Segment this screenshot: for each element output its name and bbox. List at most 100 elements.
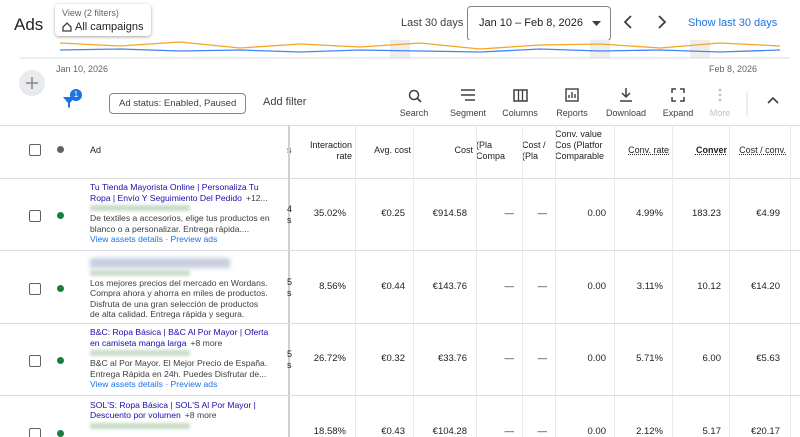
ad-description: De textiles a accesorios, elige tus prod…	[90, 213, 270, 234]
column-header[interactable]: Conv. value Cos (Platfor Comparable	[555, 129, 605, 161]
metric-value: €4.99	[756, 208, 780, 219]
cut-value: 5	[287, 349, 293, 359]
view-label: View (2 filters)	[62, 8, 119, 18]
column-header[interactable]: Cost / (Pla	[522, 140, 546, 161]
ad-links[interactable]: View assets details · Preview ads	[90, 234, 218, 244]
headline-text[interactable]: Tu Tienda Mayorista Online | Personaliza…	[90, 182, 259, 203]
cut-value: s	[287, 287, 292, 298]
metric-value: —	[537, 353, 548, 364]
column-divider	[555, 125, 556, 437]
metric-value: 6.00	[702, 353, 722, 364]
toolbar-label: More	[709, 108, 731, 118]
blurred-url	[90, 350, 190, 356]
view-value: All campaigns	[75, 21, 144, 33]
column-header[interactable]: Cost	[454, 145, 473, 155]
metric-value: €20.17	[750, 425, 780, 437]
show-last-link[interactable]: Show last 30 days	[688, 17, 778, 29]
ad-description: B&C al Por Mayor. El Mejor Precio de Esp…	[90, 358, 268, 379]
column-divider	[522, 125, 523, 437]
metric-value: 0.00	[587, 353, 607, 364]
row-divider	[0, 322, 800, 324]
metric-value: €0.44	[381, 280, 405, 292]
page-title: Ads	[14, 15, 44, 34]
ad-headline[interactable]: Tu Tienda Mayorista Online | Personaliza…	[90, 182, 270, 203]
header-checkbox[interactable]	[29, 144, 41, 156]
metric-value: €914.58	[432, 208, 467, 219]
campaign-icon	[62, 22, 72, 32]
plus-icon	[26, 77, 38, 89]
metric-value: €104.28	[432, 425, 467, 437]
metric-value: —	[504, 280, 515, 292]
metric-value: €143.76	[432, 280, 467, 292]
metric-value: —	[537, 425, 548, 437]
row-checkbox[interactable]	[29, 210, 41, 222]
headline-extra: +8 more	[184, 410, 217, 420]
headline-text[interactable]: SOL'S: Ropa Básica | SOL'S Al Por Mayor …	[90, 399, 256, 421]
add-button[interactable]	[19, 70, 45, 96]
dropdown-arrow	[592, 21, 601, 26]
metric-value: 10.12	[697, 280, 721, 292]
headline-extra: +12...	[245, 192, 268, 203]
metric-value: €0.25	[381, 208, 405, 219]
toolbar-label[interactable]: Search	[399, 108, 429, 118]
ad-headline[interactable]: SOL'S: Ropa Básica | SOL'S Al Por Mayor …	[90, 400, 270, 421]
date-range-picker[interactable]: Jan 10 – Feb 8, 2026	[467, 6, 611, 41]
date-range: Jan 10 – Feb 8, 2026	[479, 17, 583, 29]
metric-value: 0.00	[587, 280, 607, 292]
column-header[interactable]: Avg. cost	[374, 145, 411, 155]
divider	[0, 125, 800, 126]
column-divider	[729, 125, 730, 437]
ad-headline[interactable]: B&C: Ropa Básica | B&C Al Por Mayor | Of…	[90, 327, 270, 348]
metric-value: 183.23	[691, 208, 721, 219]
metric-value: —	[537, 208, 548, 219]
toolbar-label[interactable]: Segment	[449, 108, 487, 118]
filter-chip[interactable]: Ad status: Enabled, Paused	[109, 93, 247, 114]
ad-header: Ad	[90, 145, 102, 155]
view-selector[interactable]: View (2 filters) All campaigns	[55, 4, 151, 36]
metric-value: 26.72%	[313, 353, 346, 364]
column-divider	[476, 125, 477, 437]
metric-value: 2.12%	[636, 425, 663, 437]
column-header[interactable]: Conver	[695, 145, 727, 155]
metric-value: —	[504, 208, 515, 219]
add-filter[interactable]: Add filter	[263, 96, 307, 108]
metric-value: 3.11%	[636, 280, 663, 292]
next-button[interactable]	[656, 15, 668, 29]
metric-value: —	[537, 280, 548, 292]
row-checkbox[interactable]	[29, 427, 41, 437]
row-divider	[0, 395, 800, 396]
header-dot	[57, 146, 64, 153]
row-checkbox[interactable]	[29, 282, 41, 295]
row-checkbox[interactable]	[29, 355, 41, 367]
sticky-edge	[288, 125, 290, 437]
metric-value: €0.43	[381, 425, 405, 437]
metric-value: €0.32	[381, 353, 405, 364]
column-divider	[614, 125, 615, 437]
metric-value: 0.00	[587, 208, 607, 219]
ad-links[interactable]: View assets details · Preview ads	[90, 379, 218, 389]
metric-value: €5.63	[756, 353, 780, 364]
toolbar-label[interactable]: Reports	[556, 108, 588, 118]
range-label: Last 30 days	[401, 17, 464, 29]
blurred-headline	[90, 257, 230, 268]
metric-value: €33.76	[437, 353, 467, 364]
status-dot	[57, 284, 64, 292]
toolbar-label[interactable]: Columns	[502, 108, 538, 118]
metric-value: 4.99%	[636, 208, 663, 219]
column-divider	[790, 125, 791, 437]
headline-extra: +8 more	[190, 337, 223, 348]
column-header[interactable]: Conv. rate	[628, 145, 669, 155]
prev-button[interactable]	[622, 15, 634, 29]
status-dot	[57, 212, 64, 219]
ad-cell: Tu Tienda Mayorista Online | Personaliza…	[90, 182, 280, 245]
column-header[interactable]: Interaction rate	[309, 140, 352, 161]
performance-chart	[20, 40, 790, 62]
status-dot	[57, 357, 64, 364]
column-header[interactable]: (Pla Compa	[476, 140, 506, 161]
toolbar-label[interactable]: Expand	[662, 108, 694, 118]
headline-text[interactable]: B&C: Ropa Básica | B&C Al Por Mayor | Of…	[90, 327, 269, 348]
column-header[interactable]: Cost / conv.	[739, 145, 786, 155]
toolbar-icons	[408, 88, 779, 116]
toolbar-label[interactable]: Download	[605, 108, 647, 118]
